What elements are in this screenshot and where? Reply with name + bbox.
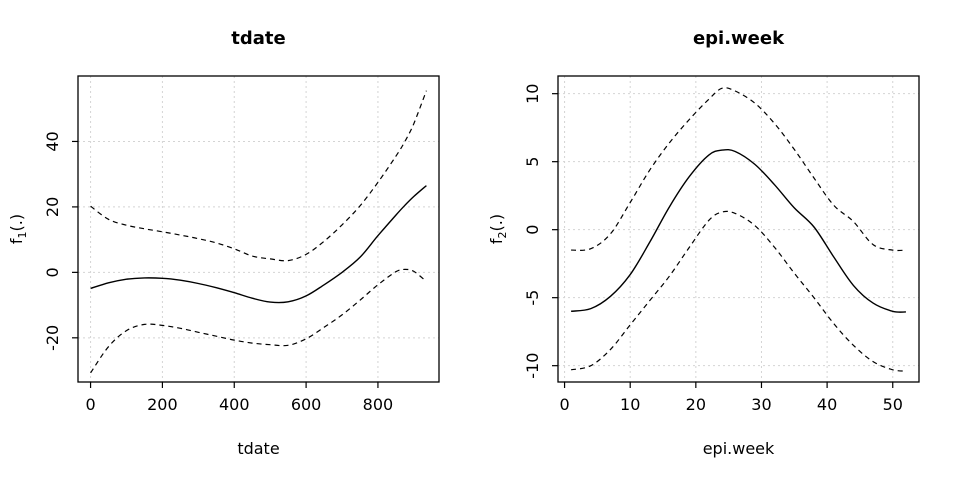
grid-lines [78, 76, 439, 382]
x-tick-label: 400 [219, 395, 250, 414]
y-tick-label: 5 [523, 157, 542, 167]
y-label-base: f [486, 238, 506, 245]
y-label-subscript: 2 [496, 231, 510, 239]
series-upper-ci-line [90, 90, 427, 262]
x-tick-label: 200 [147, 395, 178, 414]
series-fit-line [90, 185, 427, 304]
epi-week-y-axis-label: f2(.) [487, 214, 509, 244]
plot-box [77, 75, 440, 383]
y-label-args: (.) [486, 213, 506, 232]
tdate-y-axis-label: f1(.) [7, 214, 29, 244]
y-tick-label: -10 [523, 353, 542, 379]
y-label-args: (.) [6, 213, 26, 232]
y-label-base: f [6, 238, 26, 245]
tdate-plot-svg: 0 200 400 600 800 -20 0 20 40 [43, 75, 440, 414]
y-tick-label: -5 [523, 290, 542, 306]
series-lower-ci-line [570, 210, 906, 372]
y-tick-label: 40 [43, 131, 62, 151]
axis-tick-labels: 0 200 400 600 800 -20 0 20 40 [43, 131, 393, 414]
series-fit-line [570, 148, 906, 313]
plot-box [557, 75, 920, 383]
axis-ticks [552, 93, 894, 388]
series-lower-ci-line [90, 268, 427, 374]
y-tick-label: 0 [523, 225, 542, 235]
epi-week-x-axis-label: epi.week [702, 439, 775, 458]
epi-week-panel-title: epi.week [692, 28, 785, 49]
x-tick-label: 20 [686, 395, 706, 414]
x-tick-label: 600 [291, 395, 322, 414]
grid-lines [558, 76, 919, 382]
panel-tdate: 0 200 400 600 800 -20 0 20 40 tdate tdate f1(.) [7, 28, 440, 458]
axis-tick-labels: 0 10 20 30 40 50 -10 -5 0 5 10 [523, 84, 903, 414]
series-upper-ci-line [571, 87, 906, 252]
epi-week-plot-svg: 0 10 20 30 40 50 -10 -5 0 5 10 [523, 75, 920, 414]
x-tick-label: 50 [883, 395, 903, 414]
y-tick-label: 20 [43, 197, 62, 217]
x-tick-label: 30 [751, 395, 771, 414]
x-tick-label: 0 [85, 395, 95, 414]
x-tick-label: 10 [620, 395, 640, 414]
y-label-subscript: 1 [16, 231, 30, 239]
axis-ticks [72, 140, 379, 388]
panel-epi-week: 0 10 20 30 40 50 -10 -5 0 5 10 epi.week epi.week f… [480, 0, 960, 480]
y-tick-label: 0 [43, 267, 62, 277]
y-tick-label: 10 [523, 84, 542, 104]
tdate-panel-title: tdate [231, 28, 286, 49]
x-tick-label: 40 [817, 395, 837, 414]
y-tick-label: -20 [43, 325, 62, 351]
tdate-x-axis-label: tdate [237, 439, 280, 458]
x-tick-label: 0 [559, 395, 569, 414]
x-tick-label: 800 [363, 395, 394, 414]
